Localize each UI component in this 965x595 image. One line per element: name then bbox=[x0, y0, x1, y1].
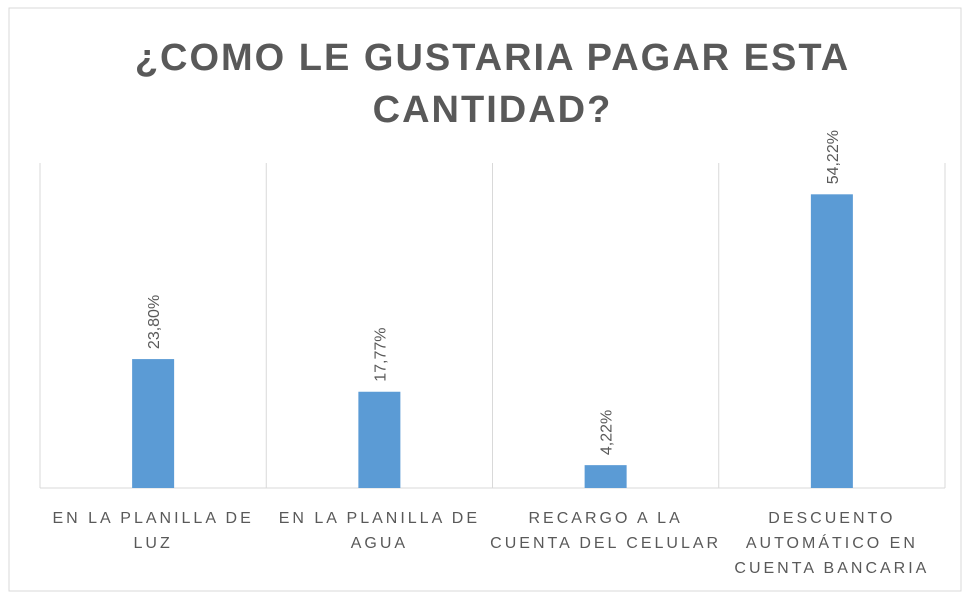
data-label: 4,22% bbox=[599, 410, 616, 455]
bar bbox=[132, 359, 175, 488]
bar bbox=[584, 465, 627, 488]
x-tick-label: EN LA PLANILLA DE AGUA bbox=[278, 510, 481, 552]
x-tick-label: EN LA PLANILLA DE LUZ bbox=[52, 510, 254, 552]
data-label: 23,80% bbox=[146, 295, 163, 349]
x-tick-label: DESCUENTO AUTOMÁTICO EN CUENTA BANCARIA bbox=[734, 510, 930, 577]
data-label: 17,77% bbox=[372, 327, 389, 381]
bar bbox=[810, 194, 853, 488]
x-tick-label: RECARGO A LA CUENTA DEL CELULAR bbox=[490, 510, 722, 552]
data-label: 54,22% bbox=[825, 130, 842, 184]
chart-title: ¿COMO LE GUSTARIA PAGAR ESTA CANTIDAD? bbox=[134, 37, 851, 131]
bar bbox=[358, 391, 401, 488]
chart-border bbox=[8, 7, 962, 592]
